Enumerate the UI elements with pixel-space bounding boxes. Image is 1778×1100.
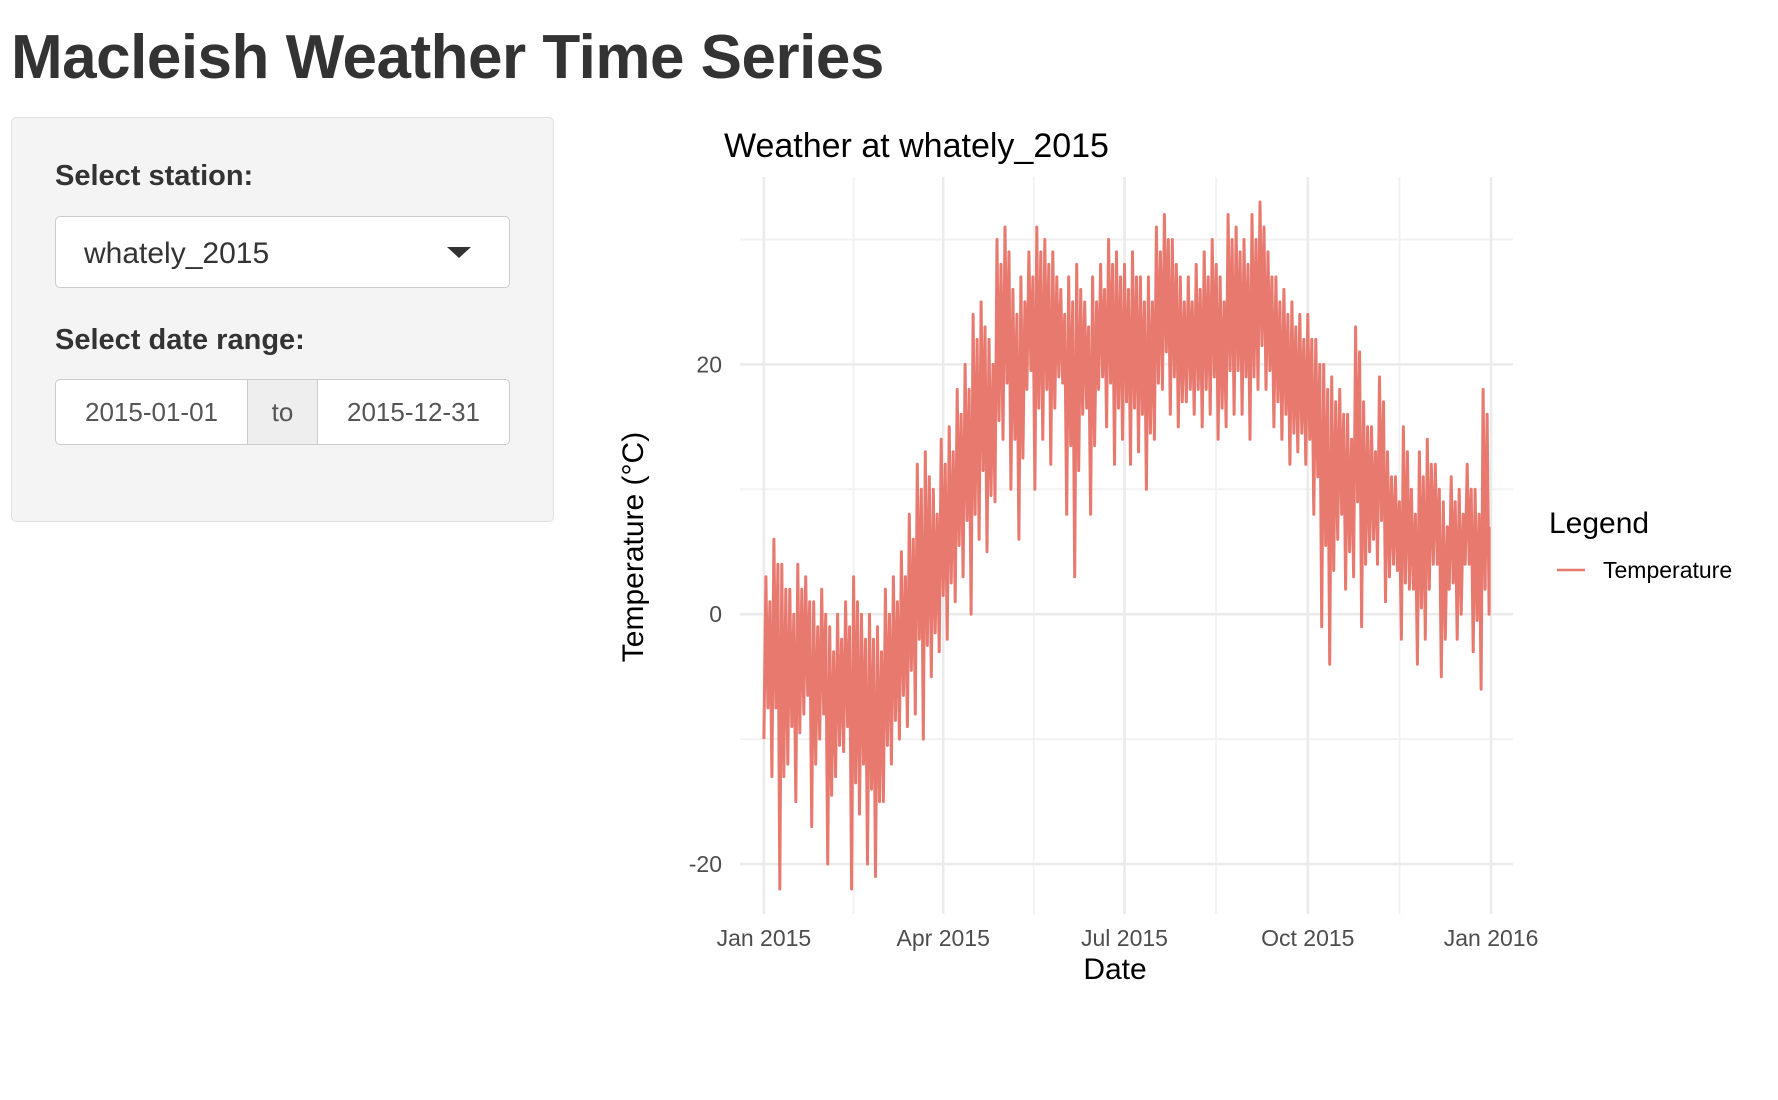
- date-range-input: to: [55, 379, 510, 445]
- series-line-temperature: [762, 200, 1491, 891]
- date-range-separator: to: [248, 379, 317, 445]
- page-title: Macleish Weather Time Series: [11, 23, 884, 92]
- sidebar-panel: Select station: whately_2015 Select date…: [11, 117, 554, 522]
- x-tick-label: Apr 2015: [897, 925, 990, 951]
- x-axis-label: Date: [1083, 953, 1146, 986]
- x-tick-label: Jan 2016: [1444, 925, 1539, 951]
- date-range-label: Select date range:: [55, 324, 305, 356]
- x-tick-label: Jul 2015: [1081, 925, 1168, 951]
- axis-layer: Jan 2015 Apr 2015 Jul 2015 Oct 2015 Jan 2016…: [689, 351, 1539, 951]
- x-tick-label: Oct 2015: [1261, 925, 1354, 951]
- station-select-value: whately_2015: [84, 237, 270, 270]
- series-layer: [762, 200, 1491, 891]
- y-tick-label: 20: [696, 351, 722, 377]
- temperature-plot: Jan 2015 Apr 2015 Jul 2015 Oct 2015 Jan 2016…: [620, 115, 1778, 1005]
- chart-title: Weather at whately_2015: [724, 127, 1109, 165]
- y-tick-label: 0: [709, 601, 722, 627]
- caret-down-icon[interactable]: [447, 247, 471, 258]
- station-label: Select station:: [55, 160, 254, 192]
- y-tick-label: -20: [689, 851, 722, 877]
- station-select[interactable]: whately_2015: [55, 216, 510, 288]
- chart-svg: Jan 2015 Apr 2015 Jul 2015 Oct 2015 Jan 2016…: [620, 127, 1732, 986]
- grid-layer: [740, 177, 1513, 914]
- legend-entry-temperature: Temperature: [1603, 557, 1732, 583]
- date-end-input[interactable]: [317, 379, 510, 445]
- x-tick-label: Jan 2015: [717, 925, 812, 951]
- y-axis-label: Temperature (°C): [620, 432, 650, 662]
- date-start-input[interactable]: [55, 379, 248, 445]
- legend-title: Legend: [1549, 507, 1649, 540]
